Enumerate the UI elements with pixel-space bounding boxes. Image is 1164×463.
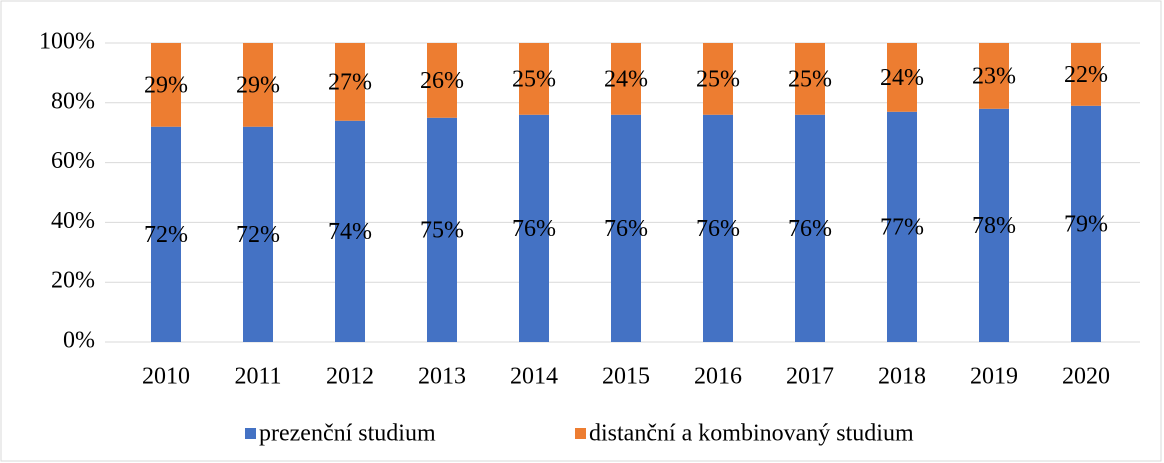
bar-segment [427, 43, 457, 118]
data-label: 25% [696, 66, 740, 92]
data-label: 76% [512, 216, 556, 242]
data-label: 22% [1064, 62, 1108, 88]
bar-segment [611, 114, 641, 342]
data-label: 29% [144, 72, 188, 98]
bar-segment [887, 43, 917, 112]
data-label: 78% [972, 213, 1016, 239]
bar-segment [887, 111, 917, 343]
y-tick-label: 100% [39, 29, 95, 55]
bar-segment [795, 43, 825, 115]
legend-swatch [245, 428, 256, 439]
y-tick-label: 20% [51, 268, 95, 294]
x-tick-label: 2020 [1062, 364, 1110, 390]
data-label: 29% [236, 72, 280, 98]
x-tick-label: 2012 [326, 364, 374, 390]
legend-swatch [575, 428, 586, 439]
data-label: 25% [512, 66, 556, 92]
labels: 0% 20% 40% 60% 80% 100% 2010 72% 29% 2011 72% 29% 20… [39, 29, 1110, 447]
bar-segment [1071, 105, 1101, 342]
bar-segment [611, 43, 641, 115]
bar-segment [151, 43, 181, 127]
bar-segment [519, 43, 549, 115]
bars [151, 43, 1101, 343]
x-tick-label: 2014 [510, 364, 558, 390]
bar-segment [151, 126, 181, 342]
x-tick-label: 2018 [878, 364, 926, 390]
data-label: 76% [788, 216, 832, 242]
data-label: 76% [604, 216, 648, 242]
data-label: 25% [788, 66, 832, 92]
bar-segment [1071, 43, 1101, 106]
y-tick-label: 40% [51, 208, 95, 234]
y-tick-label: 60% [51, 148, 95, 174]
legend-label: distanční a kombinovaný studium [589, 421, 914, 447]
bar-segment [703, 114, 733, 342]
data-label: 76% [696, 216, 740, 242]
data-label: 74% [328, 219, 372, 245]
bar-segment [243, 126, 273, 342]
data-label: 79% [1064, 211, 1108, 237]
bar-segment [703, 43, 733, 115]
y-tick-label: 0% [63, 328, 95, 354]
data-label: 75% [420, 217, 464, 243]
y-tick-label: 80% [51, 88, 95, 114]
data-label: 24% [604, 66, 648, 92]
data-label: 72% [236, 222, 280, 248]
x-tick-label: 2013 [418, 364, 466, 390]
x-tick-label: 2010 [142, 364, 190, 390]
data-label: 27% [328, 69, 372, 95]
bar-segment [335, 120, 365, 343]
x-tick-label: 2016 [694, 364, 742, 390]
data-label: 26% [420, 68, 464, 94]
data-label: 24% [880, 65, 924, 91]
data-label: 77% [880, 214, 924, 240]
x-tick-label: 2017 [786, 364, 834, 390]
data-label: 72% [144, 222, 188, 248]
bar-segment [979, 43, 1009, 109]
bar-segment [795, 114, 825, 342]
x-tick-label: 2011 [234, 364, 281, 390]
bar-segment [335, 43, 365, 121]
data-label: 23% [972, 63, 1016, 89]
bar-segment [243, 43, 273, 127]
legend-label: prezenční studium [259, 421, 436, 447]
bar-segment [427, 117, 457, 342]
bar-segment [519, 114, 549, 342]
bar-segment [979, 108, 1009, 342]
x-tick-label: 2019 [970, 364, 1018, 390]
x-tick-label: 2015 [602, 364, 650, 390]
